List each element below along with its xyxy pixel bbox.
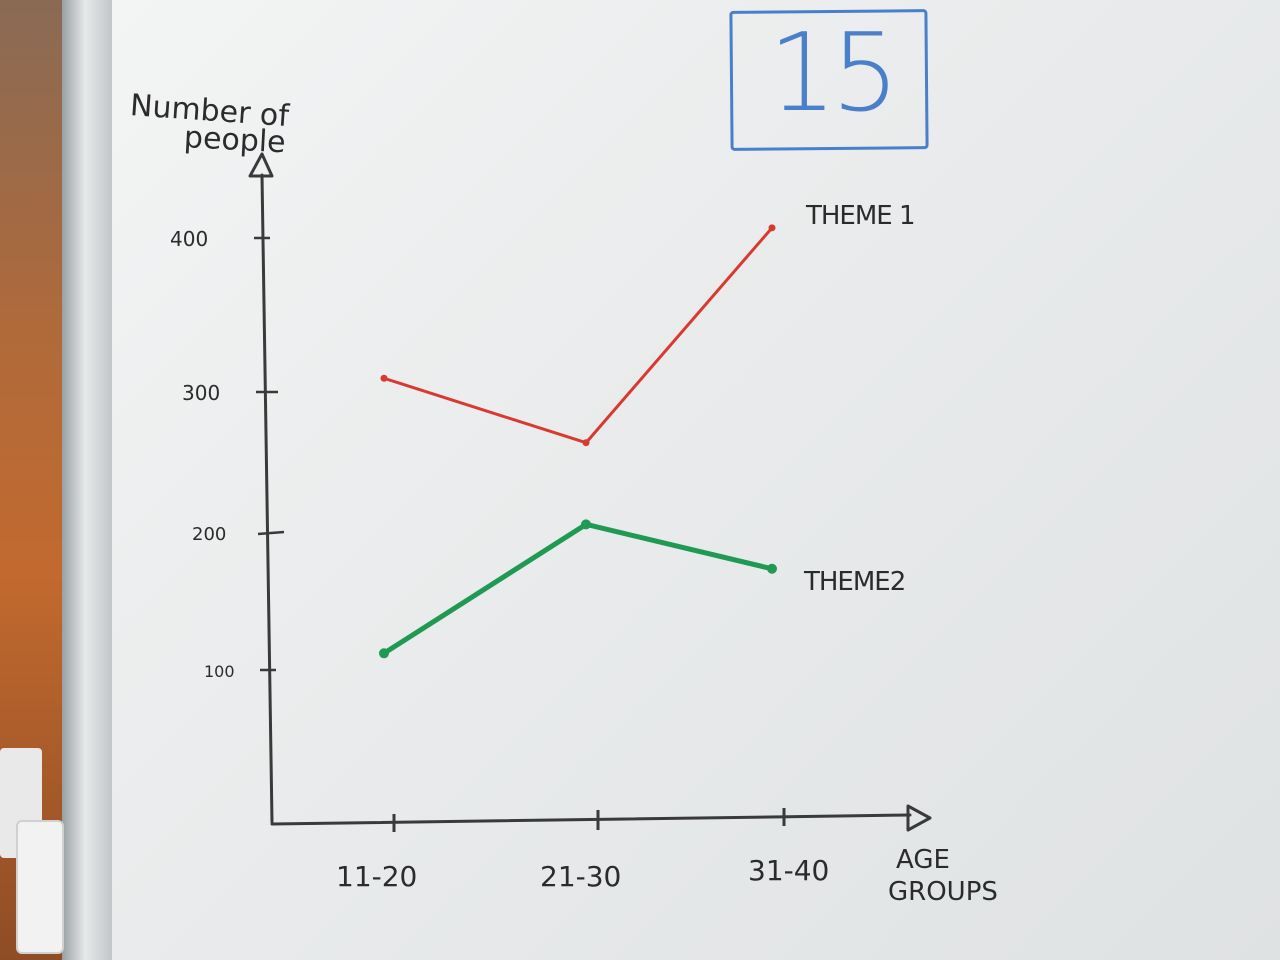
point-theme-1-21-30 [582,439,590,447]
x-axis-title-line2: GROUPS [888,877,998,907]
x-axis-title-line1: AGE [896,845,950,875]
point-theme-1-11-20 [380,374,388,382]
whiteboard-frame [62,0,120,960]
y-tick-label-100: 100 [204,662,235,681]
point-theme2-31-40 [767,563,777,574]
whiteboard [112,0,1280,960]
point-theme-1-31-40 [768,224,776,232]
series-theme-1-line [382,226,774,445]
y-tick-label-300: 300 [182,381,220,405]
x-tick-label-11-20: 11-20 [336,860,417,893]
x-axis [270,813,912,826]
series-theme-2-line [381,521,775,656]
x-tick-label-31-40: 31-40 [748,854,829,887]
data-points [379,224,777,659]
point-theme2-11-20 [379,648,389,659]
y-tick-label-200: 200 [192,524,226,545]
y-tick-label-400: 400 [170,227,208,251]
series-label-theme-2: THEME2 [803,567,905,597]
y-axis-arrow [248,152,274,178]
page-number: 15 [768,11,899,136]
series-label-theme-1: THEME 1 [805,201,915,231]
y-tick-200 [257,530,285,536]
y-axis-title-line2: people [183,120,286,160]
point-theme2-21-30 [581,519,591,530]
x-axis-arrow [906,804,932,832]
x-tick-label-21-30: 21-30 [540,860,621,893]
board-clip [16,820,64,954]
y-axis [260,173,274,824]
